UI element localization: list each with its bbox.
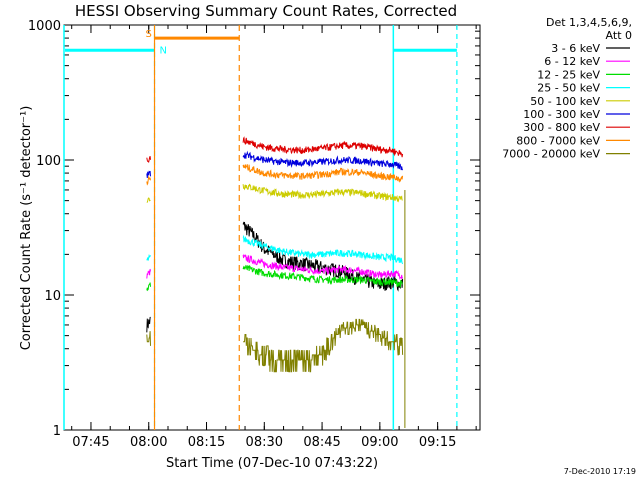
chart-title: HESSI Observing Summary Count Rates, Cor… [75,2,457,20]
legend-label: 12 - 25 keV [537,68,600,81]
series-line-2 [242,253,404,280]
x-tick-label: 08:30 [246,435,283,450]
series-line-1 [146,316,151,333]
legend-label: 50 - 100 keV [530,95,600,108]
series-line-7 [146,156,151,164]
y-tick-label: 100 [36,154,61,169]
y-tick-label: 10 [44,289,61,304]
footer-timestamp: 7-Dec-2010 17:19 [564,467,636,476]
legend-label: 300 - 800 keV [523,121,600,134]
series-line-4 [146,253,151,261]
series-line-9 [243,318,404,373]
series-line-5 [242,183,403,203]
legend-label: 100 - 300 keV [523,108,600,121]
observing-markers: SN [63,25,458,430]
saa-label: S [146,29,152,40]
night-label: N [160,45,167,56]
legend-header-detectors: Det 1,3,4,5,6,9, [546,16,632,29]
y-axis-label: Corrected Count Rate (s⁻¹ detector⁻¹) [19,106,34,351]
legend-label: 3 - 6 keV [551,42,600,55]
y-tick-label: 1 [53,424,61,439]
x-tick-label: 08:00 [130,435,167,450]
series-line-9 [146,331,151,346]
legend-label: 800 - 7000 keV [516,134,600,147]
series-line-5 [146,197,151,203]
x-tick-label: 08:45 [303,435,340,450]
x-tick-label: 09:15 [419,435,456,450]
series-line-4 [242,234,404,265]
series-line-8 [242,164,404,183]
series-line-8 [146,175,151,186]
y-tick-label: 1000 [28,19,61,34]
legend-label: 6 - 12 keV [544,55,600,68]
series-line-6 [146,170,151,179]
series-line-7 [242,136,404,158]
series-line-3 [242,264,403,288]
legend-label: 25 - 50 keV [537,82,600,95]
series-group [146,136,406,428]
x-tick-label: 07:45 [72,435,109,450]
series-line-3 [146,282,151,292]
legend-header-attenuator: Att 0 [606,29,632,42]
x-axis-label: Start Time (07-Dec-10 07:43:22) [166,456,378,471]
series-line-2 [146,268,151,279]
axis-ticks: 07:45 08:00 08:15 08:30 08:45 09:00 09:15 1 10 10… [28,19,480,450]
x-tick-label: 09:00 [361,435,398,450]
legend-label: 7000 - 20000 keV [502,148,600,161]
x-tick-label: 08:15 [188,435,225,450]
series-line-6 [242,150,404,171]
